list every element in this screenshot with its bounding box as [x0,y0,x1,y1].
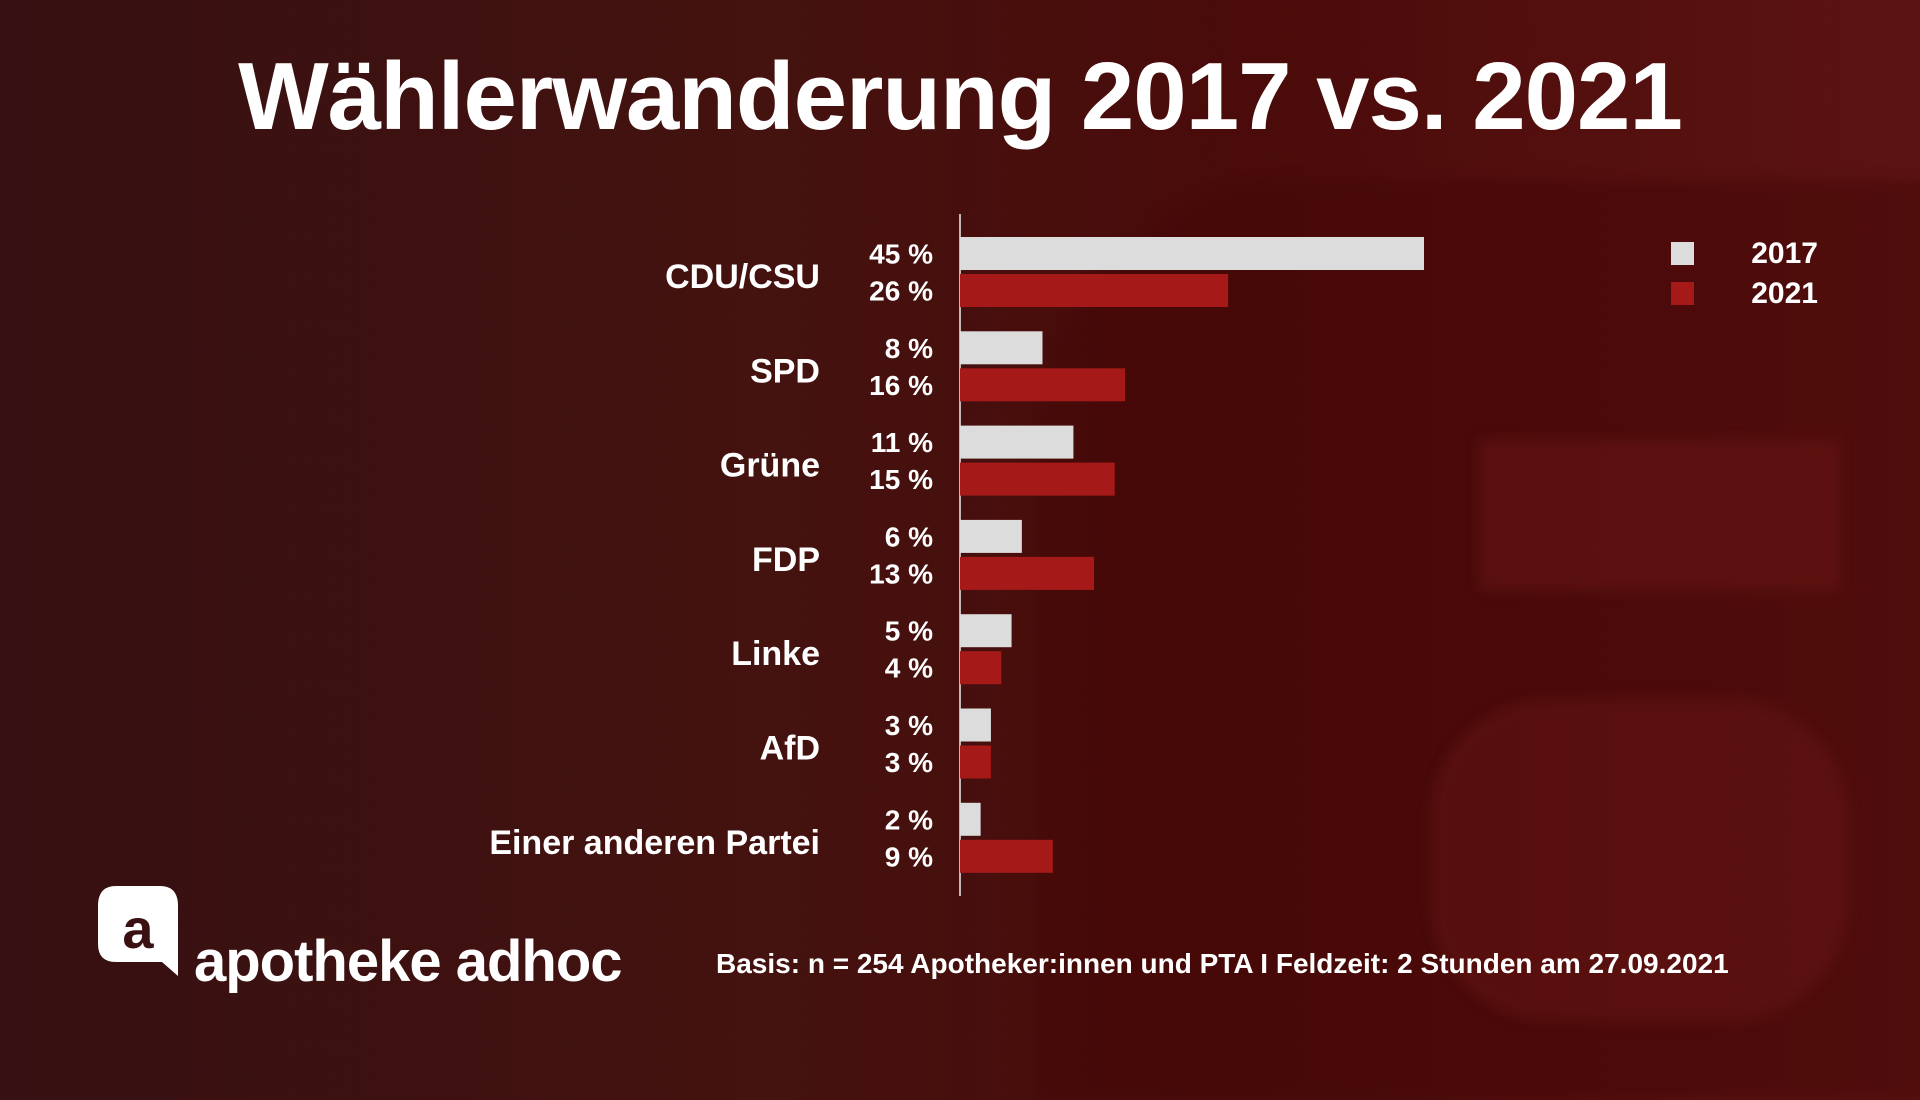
data-label: 45 % [869,239,933,270]
category-label: SPD [750,352,820,390]
data-label: 15 % [869,464,933,495]
category-label: CDU/CSU [665,258,820,296]
legend-swatch-2017 [1671,242,1694,265]
bar-2021 [960,462,1115,496]
bar-2021 [960,556,1095,590]
data-label: 3 % [885,710,933,741]
logo-text: apotheke adhoc [194,929,623,994]
bar-2017 [960,425,1074,459]
apotheke-adhoc-logo-icon: a [98,886,178,976]
chart-title: Wählerwanderung 2017 vs. 2021 [238,43,1683,150]
bar-2021 [960,651,1002,685]
background-logo-shape [1430,700,1850,1020]
data-label: 6 % [885,521,933,552]
legend-label: 2021 [1751,277,1818,310]
footnote: Basis: n = 254 Apotheker:innen und PTA I… [716,948,1729,979]
category-label: AfD [760,730,820,768]
data-label: 11 % [871,427,933,458]
data-label: 8 % [885,333,933,364]
bar-2017 [960,237,1424,270]
data-label: 26 % [869,276,933,307]
data-label: 16 % [869,370,933,401]
data-label: 9 % [885,841,933,872]
data-label: 5 % [885,616,933,647]
category-label: Linke [731,635,820,673]
bar-2021 [960,839,1053,873]
legend-label: 2017 [1751,237,1818,270]
bar-2021 [960,368,1125,402]
data-label: 2 % [885,804,933,835]
bar-2017 [960,519,1022,553]
svg-text:a: a [122,897,154,960]
bar-2017 [960,614,1012,648]
data-label: 3 % [885,747,933,778]
legend-swatch-2021 [1671,282,1694,305]
category-label: Einer anderen Partei [489,824,820,862]
bar-2017 [960,331,1043,365]
bar-2017 [960,708,991,742]
bar-2021 [960,274,1229,307]
data-label: 4 % [885,653,933,684]
bar-2017 [960,802,981,836]
data-label: 13 % [869,558,933,589]
bar-2021 [960,745,991,779]
background-logo-shape [1040,180,1920,1100]
background-logo-shape [1480,440,1840,590]
category-label: Grüne [720,447,820,485]
category-label: FDP [752,541,820,579]
